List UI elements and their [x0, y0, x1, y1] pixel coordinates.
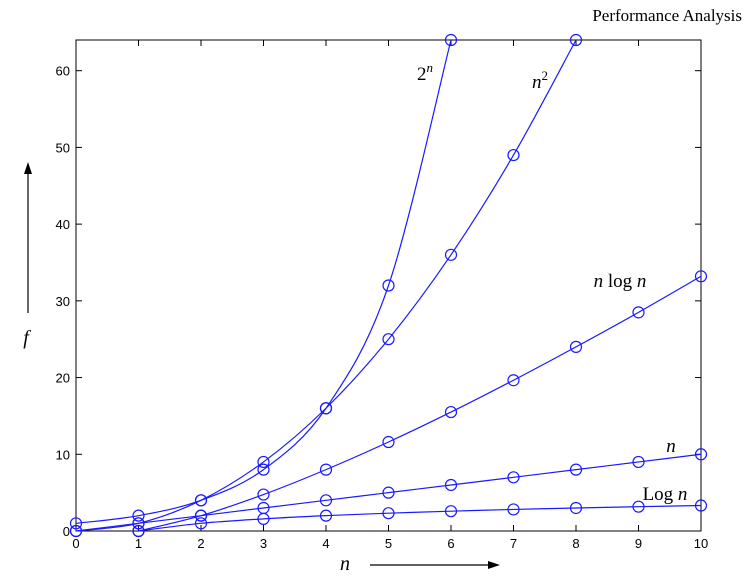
series-label: 2n [417, 60, 433, 85]
data-point [444, 405, 458, 419]
data-point [569, 340, 583, 353]
data-point [319, 509, 333, 522]
y-axis-arrowhead [24, 162, 32, 174]
data-point [132, 509, 145, 522]
x-tick-label: 2 [197, 536, 204, 551]
data-point [382, 507, 395, 520]
data-point [444, 33, 458, 47]
data-point [507, 148, 520, 162]
data-point [569, 501, 583, 515]
data-point [194, 494, 208, 507]
series-label: n log n [594, 271, 647, 292]
series-line [75, 39, 577, 532]
data-point [257, 463, 270, 476]
series-1 [69, 33, 583, 538]
x-tick-label: 3 [260, 536, 267, 551]
data-point [132, 524, 145, 538]
y-tick-label: 30 [56, 294, 70, 309]
chart-title: Performance Analysis [592, 6, 742, 25]
data-point [507, 471, 520, 484]
data-point [132, 517, 145, 530]
series-line [75, 39, 452, 524]
data-point [569, 463, 583, 476]
data-point [444, 478, 458, 492]
series-label: n2 [532, 68, 548, 93]
series-line [138, 275, 702, 532]
y-tick-label: 0 [63, 524, 70, 539]
data-point [194, 517, 208, 530]
data-point [382, 435, 395, 449]
data-point [194, 509, 208, 522]
data-point [257, 512, 270, 525]
series-label: Log n [643, 484, 688, 505]
data-point [632, 306, 645, 319]
x-tick-label: 8 [572, 536, 579, 551]
series-3 [69, 448, 708, 538]
x-tick-label: 1 [135, 536, 142, 551]
x-tick-label: 0 [72, 536, 79, 551]
data-point [444, 248, 458, 261]
data-point [257, 455, 270, 469]
data-point [257, 488, 270, 501]
y-tick-label: 20 [56, 371, 70, 386]
data-point [694, 448, 708, 461]
data-point [382, 486, 395, 499]
data-point [69, 517, 83, 530]
series-0 [69, 33, 458, 530]
series-labels: 2n n2 n log n n Log n [417, 60, 687, 505]
x-tick-label: 6 [447, 536, 454, 551]
series-4 [132, 499, 708, 538]
y-axis-label: f [23, 327, 31, 349]
series-group [69, 33, 708, 538]
data-point [632, 500, 645, 513]
y-tick-label: 40 [56, 217, 70, 232]
x-tick-label: 9 [635, 536, 642, 551]
data-point [694, 499, 708, 512]
data-point [569, 33, 583, 47]
axis-ticks: 0 1 2 3 4 5 6 7 8 9 10 0 10 20 30 40 50 60 [56, 40, 708, 551]
data-point [507, 374, 520, 387]
y-tick-label: 60 [56, 64, 70, 79]
data-point [319, 463, 333, 476]
series-2 [132, 270, 708, 538]
x-tick-label: 7 [510, 536, 517, 551]
x-axis-label: n [340, 553, 350, 575]
series-line [75, 453, 702, 532]
x-tick-label: 10 [694, 536, 708, 551]
x-tick-label: 5 [385, 536, 392, 551]
data-point [632, 455, 645, 469]
data-point [444, 505, 458, 518]
series-line [138, 504, 702, 532]
y-tick-label: 10 [56, 447, 70, 462]
data-point [694, 270, 708, 283]
data-point [382, 333, 395, 346]
data-point [382, 279, 395, 292]
y-tick-label: 50 [56, 140, 70, 155]
data-point [507, 503, 520, 516]
data-point [319, 402, 333, 415]
data-point [319, 494, 333, 507]
x-axis-arrowhead [488, 561, 500, 569]
series-label: n [666, 436, 676, 457]
data-point [69, 524, 83, 538]
x-tick-label: 4 [322, 536, 329, 551]
